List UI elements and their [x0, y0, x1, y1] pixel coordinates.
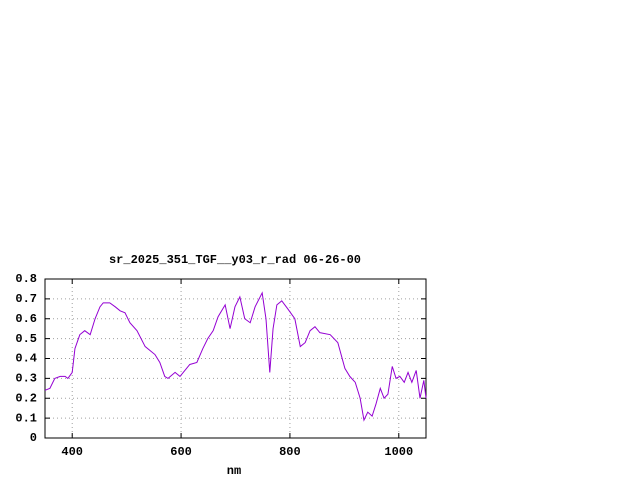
y-tick-label: 0.3: [15, 372, 37, 386]
y-tick-label: 0.4: [15, 352, 37, 366]
y-tick-label: 0.2: [15, 391, 37, 405]
y-tick-label: 0.7: [15, 292, 37, 306]
x-tick-label: 1000: [384, 445, 413, 459]
data-line: [44, 291, 427, 422]
y-tick-label: 0: [30, 431, 37, 445]
y-tick-label: 0.6: [15, 312, 37, 326]
x-axis-label: nm: [227, 464, 241, 478]
chart-title: sr_2025_351_TGF__y03_r_rad 06-26-00: [109, 253, 361, 267]
x-tick-label: 600: [170, 445, 192, 459]
plot-frame: [44, 278, 427, 439]
x-tick-label: 800: [279, 445, 301, 459]
x-tick-label: 400: [61, 445, 83, 459]
y-tick-label: 0.8: [15, 272, 37, 286]
y-tick-label: 0.1: [15, 411, 37, 425]
y-tick-label: 0.5: [15, 332, 37, 346]
